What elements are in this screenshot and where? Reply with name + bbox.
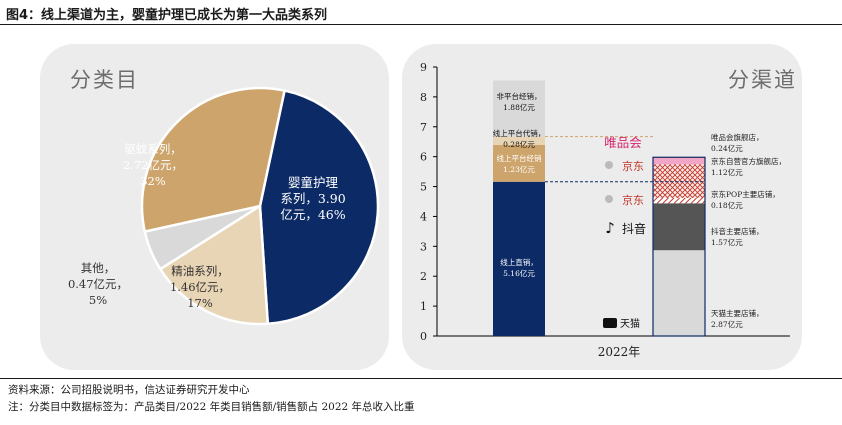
bar1-seg-2 (493, 136, 545, 146)
pie-label-3-0: 驱蚊系列， (124, 142, 182, 156)
bar1-label-0-1: 5.16亿元 (503, 268, 535, 278)
bar2-label-3-0: 京东自营官方旗舰店， (711, 156, 786, 166)
y-tick-label-6: 6 (420, 151, 427, 164)
pie-label-2-2: 5% (89, 293, 107, 307)
pie-slice-1 (158, 203, 270, 326)
pie-label-0-1: 系列，3.90 (280, 191, 345, 206)
bar2-seg-0 (653, 250, 705, 336)
left-panel-title: 分类目 (70, 68, 139, 92)
bar1-seg-0 (493, 181, 545, 336)
bar2-label-4-0: 唯品会旗舰店， (711, 132, 764, 142)
pie-slice-3 (140, 86, 287, 234)
douyin-logo: 抖音 (622, 221, 646, 236)
pie-label-2-0: 其他， (81, 261, 116, 275)
bar2-label-4-1: 0.24亿元 (711, 143, 743, 153)
bar1-label-1-0: 线上平台经销 (497, 153, 542, 163)
top-rule (0, 24, 842, 25)
bar2-outline (652, 156, 706, 337)
y-tick-label-4: 4 (420, 210, 427, 223)
bar1-label-1-1: 1.23亿元 (503, 164, 535, 174)
bar2-label-2-0: 京东POP主要店铺， (711, 189, 780, 199)
y-tick-label-2: 2 (420, 270, 427, 283)
bar2-seg-1 (653, 203, 705, 251)
bar2-label-2-1: 0.18亿元 (711, 200, 743, 210)
pie-label-0-2: 亿元，46% (280, 207, 345, 222)
vip-logo: 唯品会 (604, 135, 642, 150)
right-panel-title: 分渠道 (728, 68, 797, 92)
jd-dog-icon (605, 195, 613, 203)
bottom-rule (0, 378, 842, 379)
y-tick-label-1: 1 (420, 300, 427, 313)
bar2-label-1-0: 抖音主要店铺， (711, 226, 764, 236)
pie-slice-0 (258, 89, 380, 326)
footnote-source: 资料来源：公司招股说明书，信达证券研究开发中心 (8, 384, 250, 396)
bar2-label-0-1: 2.87亿元 (711, 319, 743, 329)
bar1-label-2-1: 0.28亿元 (503, 139, 535, 149)
douyin-note-icon: ♪ (605, 219, 615, 237)
y-tick-label-8: 8 (420, 91, 427, 104)
bar1-label-3-0: 非平台经销， (497, 91, 542, 101)
footnote-note: 注：分类目中数据标签为：产品类目/2022 年类目销售额/销售额占 2022 年… (8, 401, 415, 413)
jd-dog-icon (605, 161, 613, 169)
bar2-label-3-1: 1.12亿元 (711, 167, 743, 177)
right-panel: 分渠道 (402, 44, 802, 370)
bar2-seg-4 (653, 157, 705, 165)
bar2-label-1-1: 1.57亿元 (711, 237, 743, 247)
bar1-label-0-0: 线上直销， (500, 257, 538, 267)
y-tick-label-5: 5 (420, 181, 427, 194)
x-axis-label: 2022年 (598, 345, 641, 359)
bar2-seg-2 (653, 197, 705, 204)
pie-label-0-0: 婴童护理 (288, 175, 339, 190)
left-panel: 分类目 婴童护理 系列，3.90 亿元，46% 精油系列， 1.46亿元， 17% 其他， 0… (40, 44, 389, 370)
y-tick-label-7: 7 (420, 121, 427, 134)
tmall-logo: 天猫 (620, 317, 640, 330)
bar2-seg-3 (653, 164, 705, 198)
jd-logo-upper: 京东 (622, 159, 644, 173)
jd-logo-lower: 京东 (622, 193, 644, 207)
y-tick-label-9: 9 (420, 61, 427, 74)
y-tick-label-0: 0 (420, 330, 427, 343)
bar1-seg-3 (493, 80, 545, 137)
bar2-label-0-0: 天猫主要店铺， (711, 308, 764, 318)
figure-title: 图4：线上渠道为主，婴童护理已成长为第一大品类系列 (6, 8, 328, 23)
pie-label-3-2: 32% (140, 174, 166, 188)
pie-label-1-2: 17% (187, 296, 213, 310)
pie-label-1-0: 精油系列， (171, 264, 229, 278)
bar1-seg-1 (493, 145, 545, 182)
pie-label-3-1: 2.72亿元， (123, 158, 183, 172)
bar1-label-2-0: 线上平台代销， (493, 128, 546, 138)
tmall-cat-icon (603, 318, 617, 328)
bar1-label-3-1: 1.88亿元 (503, 102, 535, 112)
pie-label-1-1: 1.46亿元， (170, 280, 230, 294)
pie-label-2-1: 0.47亿元， (68, 277, 128, 291)
y-tick-label-3: 3 (420, 240, 427, 253)
